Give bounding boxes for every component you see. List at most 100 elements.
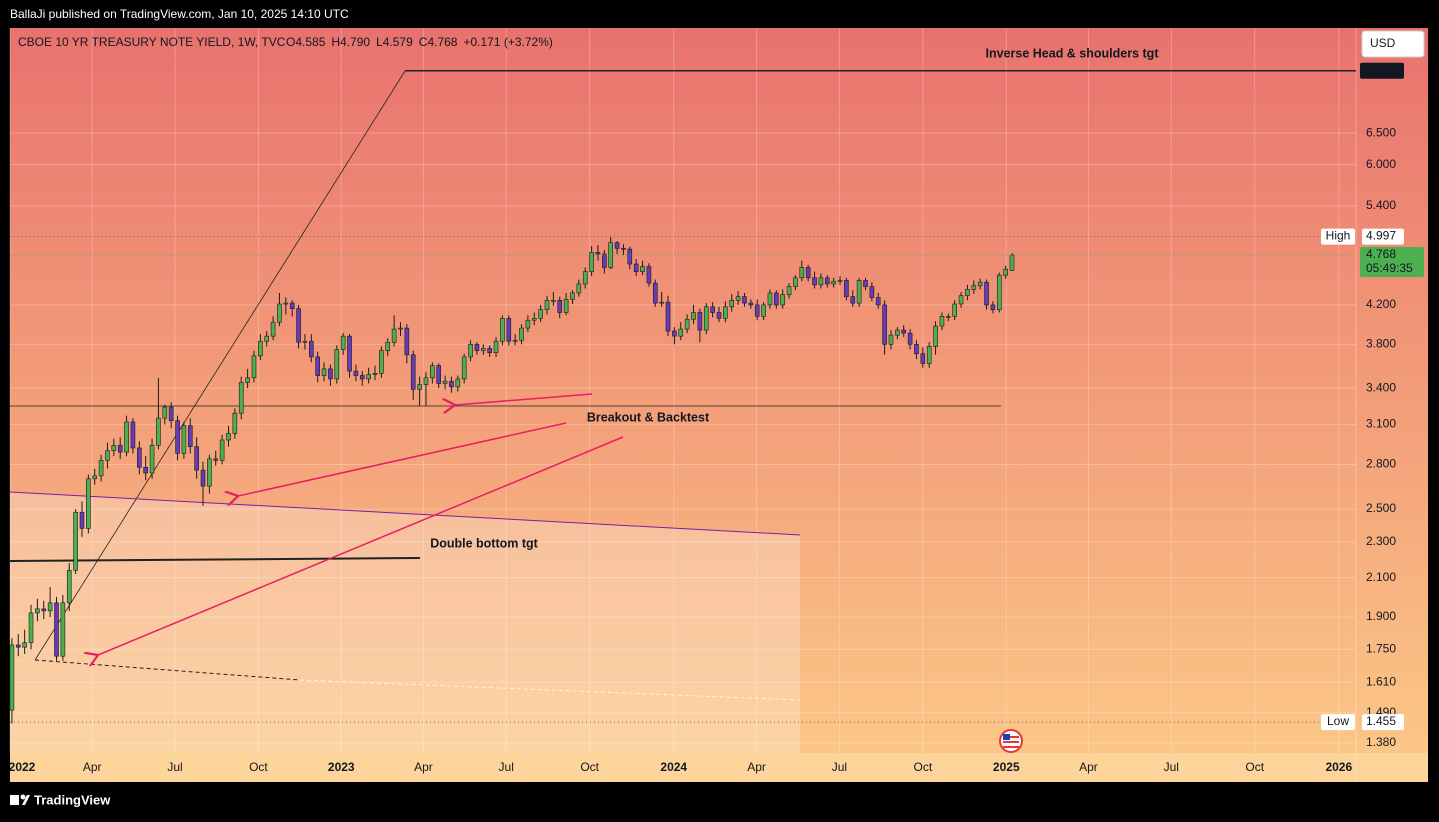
- level-badge: [1362, 714, 1404, 731]
- candle-body: [480, 348, 486, 351]
- candle-body: [66, 569, 72, 604]
- candle-body: [232, 412, 238, 434]
- candle-body: [627, 248, 633, 265]
- candle-body: [143, 467, 148, 474]
- candle-body: [818, 277, 824, 286]
- ohlc-value: L4.579: [376, 35, 413, 49]
- candle-body: [474, 344, 480, 351]
- logo: [10, 794, 30, 805]
- candle-body: [946, 316, 951, 318]
- candle-body: [703, 306, 709, 331]
- candle-body: [238, 382, 244, 414]
- candle-body: [468, 344, 473, 358]
- candle-body: [283, 302, 289, 305]
- x-tick-label: Apr: [83, 760, 102, 774]
- candle-body: [557, 299, 563, 313]
- y-tick-label: 5.400: [1366, 198, 1396, 212]
- x-tick-label: Oct: [249, 760, 268, 774]
- candle-body: [907, 332, 913, 345]
- level-name: High: [1326, 229, 1351, 243]
- candle-body: [277, 303, 282, 323]
- candle-body: [423, 377, 429, 385]
- candle-body: [149, 444, 155, 474]
- candle-body: [570, 292, 575, 300]
- candle-body: [723, 306, 728, 319]
- candle-body: [366, 374, 371, 380]
- candle-body: [882, 304, 887, 345]
- candle-body: [98, 459, 104, 477]
- annotation: Double bottom tgt: [430, 536, 538, 550]
- candle-body: [111, 444, 117, 451]
- ohlc-value: +0.171 (+3.72%): [463, 35, 552, 49]
- candle-body: [60, 602, 66, 657]
- candle-body: [786, 286, 792, 296]
- candle-body: [863, 280, 868, 287]
- candle-body: [952, 303, 957, 317]
- candle-body: [519, 327, 524, 341]
- candle-body: [640, 266, 645, 273]
- candle-body: [28, 612, 34, 644]
- candle-body: [525, 319, 531, 329]
- candle-body: [385, 341, 391, 351]
- currency: USD: [1370, 36, 1396, 50]
- candle-body: [582, 271, 588, 285]
- annotation: Breakout & Backtest: [587, 410, 710, 424]
- x-tick-label: 2022: [9, 760, 36, 774]
- candle-body: [971, 285, 977, 290]
- candle-body: [309, 340, 314, 358]
- candle-body: [926, 346, 932, 364]
- candle-body: [162, 406, 168, 419]
- candle-body: [41, 608, 47, 612]
- candle-body: [544, 299, 550, 310]
- candle-body: [430, 365, 435, 379]
- target-label: 7.615: [1366, 63, 1396, 77]
- candle-body: [531, 317, 537, 321]
- candle-body: [869, 286, 875, 298]
- candle-body: [442, 380, 448, 384]
- x-tick-label: Jul: [167, 760, 182, 774]
- level-value: 1.455: [1366, 714, 1396, 728]
- candle-body: [805, 267, 811, 279]
- y-tick-label: 2.100: [1366, 570, 1396, 584]
- arrow: [238, 422, 567, 496]
- candle-body: [652, 282, 658, 304]
- candle-body: [958, 295, 964, 305]
- candle-body: [404, 327, 410, 356]
- candle-body: [716, 312, 722, 319]
- candle-body: [35, 608, 40, 614]
- candle-body: [340, 335, 346, 350]
- x-tick-label: Oct: [913, 760, 932, 774]
- candle-body: [9, 644, 15, 711]
- candle-body: [1009, 254, 1015, 271]
- candle-body: [856, 280, 862, 304]
- candle-body: [895, 329, 900, 336]
- published: BallaJi published on TradingView.com, Ja…: [10, 7, 349, 21]
- candle-body: [258, 340, 263, 357]
- candle-body: [697, 312, 703, 331]
- candle-body: [461, 356, 467, 380]
- symbol-title: CBOE 10 YR TREASURY NOTE YIELD, 1W, TVC: [18, 35, 286, 49]
- candle-body: [551, 299, 556, 302]
- candle-body: [251, 355, 257, 379]
- candle-body: [328, 368, 333, 380]
- candle-body: [226, 433, 231, 441]
- candle-body: [633, 263, 639, 273]
- x-tick-label: 2024: [660, 760, 687, 774]
- candle-body: [417, 384, 422, 390]
- target-badge: [1360, 62, 1404, 79]
- candle-body: [665, 301, 671, 332]
- candle-body: [270, 321, 276, 337]
- trend-line: [34, 70, 406, 661]
- candle-body: [837, 280, 843, 282]
- candle-body: [347, 335, 352, 372]
- currency-button[interactable]: [1361, 30, 1425, 58]
- candle-body: [334, 349, 340, 380]
- candle-body: [780, 294, 785, 306]
- ohlc-value: C4.768: [419, 35, 458, 49]
- candle-body: [844, 280, 849, 297]
- candle-body: [735, 296, 741, 301]
- candle-body: [359, 375, 365, 380]
- ohlc-value: H4.790: [331, 35, 370, 49]
- x-tick-label: Apr: [747, 760, 766, 774]
- candle-body: [213, 458, 219, 461]
